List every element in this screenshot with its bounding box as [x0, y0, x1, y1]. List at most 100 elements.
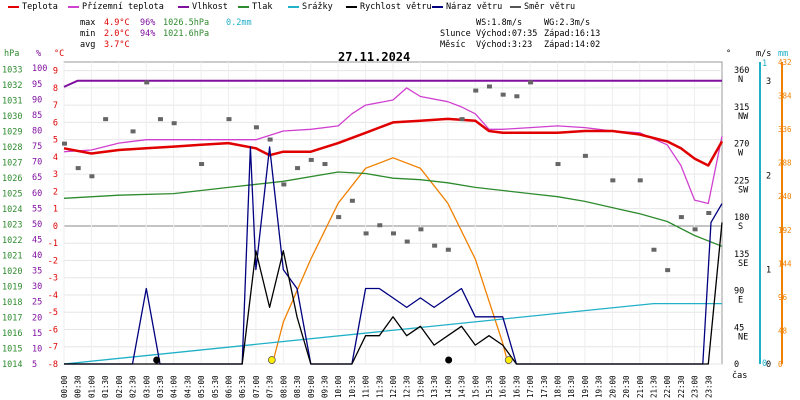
tick-pct: 15 [32, 329, 42, 339]
wind-dir-point [610, 178, 616, 183]
tick-pct: 45 [32, 235, 42, 245]
legend-wind-gust: Náraz větru [432, 2, 502, 12]
tick-time: 00:30 [74, 375, 83, 398]
tick-wind-dir-compass: NE [738, 332, 748, 342]
tick-hpa: 1023 [2, 221, 22, 231]
tick-time: 17:00 [526, 375, 535, 398]
wind-dir-point [322, 162, 328, 167]
stat-max-label: max [80, 18, 96, 28]
wind-dir-point [665, 268, 671, 273]
tick-time: 16:00 [499, 375, 508, 398]
tick-time: 02:30 [129, 375, 138, 398]
tick-time: 22:30 [677, 375, 686, 398]
wind-dir-point [308, 157, 314, 162]
wind-dir-point [336, 215, 342, 220]
stat-min-press: 1021.6hPa [163, 29, 210, 39]
tick-wind-dir-compass: S [738, 222, 743, 232]
tick-hpa: 1032 [2, 81, 22, 91]
wind-dir-point [651, 247, 657, 252]
legend-wind-speed: Rychlost větru [346, 2, 432, 12]
humidity-line [63, 79, 722, 88]
tick-time: 06:00 [225, 375, 234, 398]
tick-time: 22:00 [663, 375, 672, 398]
tick-time: 03:00 [142, 375, 151, 398]
stat-sun-label: Slunce [440, 29, 471, 39]
tick-wind-dir: 90 [734, 287, 744, 297]
tick-time: 04:00 [170, 375, 179, 398]
tick-hpa: 1017 [2, 314, 22, 324]
tick-degc: -2 [48, 256, 58, 266]
stat-max-rain: 0.2mm [226, 18, 252, 28]
tick-wind-dir: 225 [734, 176, 749, 186]
tick-time: 15:30 [485, 375, 494, 398]
tick-pct: 90 [32, 95, 42, 105]
tick-solar: 192 [778, 226, 792, 235]
moon-marker [445, 356, 453, 364]
tick-wind-dir-compass: E [738, 296, 743, 306]
tick-time: 18:00 [554, 375, 563, 398]
tick-time: 11:30 [375, 375, 384, 398]
tick-time: 16:30 [512, 375, 521, 398]
tick-time: 08:00 [279, 375, 288, 398]
tick-pct: 25 [32, 298, 42, 308]
tick-wind-dir: 315 [734, 103, 749, 113]
tick-mm: 1 [762, 59, 767, 69]
tick-time: 14:30 [458, 375, 467, 398]
wind-dir-point [89, 174, 95, 179]
tick-time: 04:30 [183, 375, 192, 398]
wind-dir-point [404, 239, 410, 244]
legend-wind-dir: Směr větru [510, 2, 575, 12]
tick-wind-dir-compass: W [738, 149, 744, 159]
tick-degc: 3 [53, 170, 58, 180]
tick-wind-dir: 270 [734, 140, 749, 150]
stat-min-label: min [80, 29, 96, 39]
tick-hpa: 1021 [2, 252, 22, 262]
stat-ws: WS:1.8m/s [476, 18, 523, 28]
tick-time: 12:00 [389, 375, 398, 398]
wind-dir-point [130, 129, 136, 134]
tick-pct: 40 [32, 251, 42, 261]
axis-title-mm: mm [778, 49, 788, 59]
tick-time: 20:30 [622, 375, 631, 398]
legend-rain: Srážky [288, 2, 333, 12]
tick-time: 15:00 [471, 375, 480, 398]
wind-dir-point [281, 182, 287, 187]
tick-pct: 50 [32, 220, 42, 230]
tick-time: 07:00 [252, 375, 261, 398]
tick-time: 01:30 [101, 375, 110, 398]
wind-dir-point [62, 141, 67, 146]
axis-title-pct: % [36, 49, 41, 59]
tick-time: 09:00 [307, 375, 316, 398]
axis-title-dir: ° [726, 49, 731, 59]
stat-max-press: 1026.5hPa [163, 18, 210, 28]
moon-marker [153, 356, 161, 364]
stat-sun-set: Západ:16:13 [544, 29, 601, 39]
wind-dir-point [418, 227, 424, 232]
wind-dir-point [678, 215, 684, 220]
tick-pct: 95 [32, 80, 42, 90]
tick-hpa: 1022 [2, 236, 22, 246]
tick-solar: 288 [778, 159, 792, 168]
tick-time: 06:30 [238, 375, 247, 398]
wind-dir-point [75, 166, 81, 171]
tick-degc: 5 [53, 136, 58, 146]
tick-pct: 75 [32, 142, 42, 152]
tick-time: 23:30 [704, 375, 713, 398]
tick-pct: 35 [32, 267, 42, 277]
tick-pct: 60 [32, 189, 42, 199]
tick-wind-dir: 45 [734, 323, 744, 333]
wind-dir-point [103, 117, 109, 122]
tick-time: 21:30 [649, 375, 658, 398]
stat-min-temp: 2.0°C [104, 29, 130, 39]
tick-ms: 3 [766, 77, 771, 87]
tick-time: 11:00 [362, 375, 371, 398]
tick-degc: 9 [53, 67, 58, 77]
tick-degc: -7 [48, 343, 58, 353]
tick-hpa: 1024 [2, 205, 22, 215]
wind-gust-line [64, 146, 723, 365]
stat-min-hum: 94% [140, 29, 156, 39]
tick-time: 05:30 [211, 375, 220, 398]
wind-dir-point [500, 92, 506, 97]
stat-moon-set: Západ:14:02 [544, 40, 601, 50]
wind-dir-point [199, 162, 205, 167]
